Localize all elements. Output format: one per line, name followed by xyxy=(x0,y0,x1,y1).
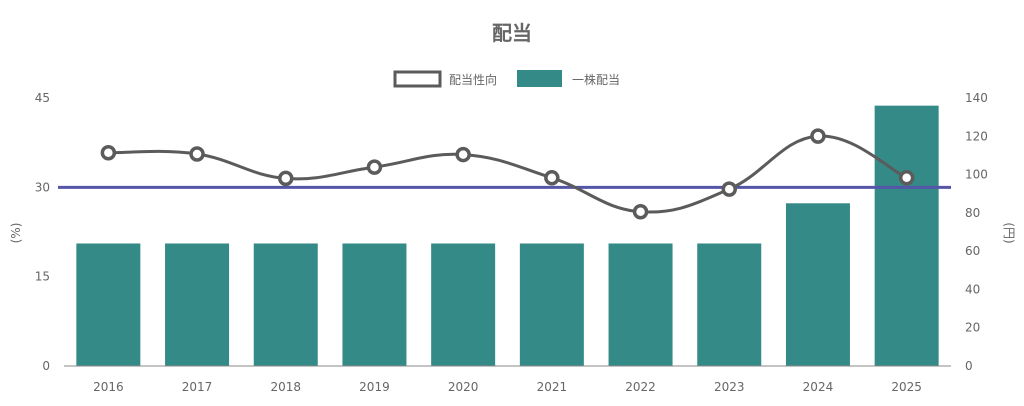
x-tick-label: 2017 xyxy=(182,380,213,394)
point-payout-ratio[interactable] xyxy=(189,146,205,162)
bars xyxy=(76,105,939,367)
y-left-tick-label: 0 xyxy=(42,359,50,373)
y-right-axis-title: (円) xyxy=(1002,222,1016,243)
x-tick-label: 2020 xyxy=(448,380,479,394)
bar-dividend-per-share[interactable] xyxy=(785,203,850,366)
bar-dividend-per-share[interactable] xyxy=(697,243,762,366)
x-tick-label: 2022 xyxy=(625,380,656,394)
x-ticks: 2016 2017 2018 2019 2020 2021 2022 2023 2024 2025 xyxy=(93,380,922,394)
x-tick-label: 2025 xyxy=(891,380,922,394)
point-payout-ratio[interactable] xyxy=(278,170,294,187)
y-left-ticks: 0 15 30 45 xyxy=(35,91,50,373)
y-right-tick-label: 20 xyxy=(965,321,980,335)
bar-dividend-per-share[interactable] xyxy=(874,105,939,367)
x-tick-label: 2021 xyxy=(537,380,568,394)
bar-dividend-per-share[interactable] xyxy=(519,243,584,366)
legend-label-dividend-per-share[interactable]: 一株配当 xyxy=(572,72,620,87)
point-payout-ratio[interactable] xyxy=(544,170,560,186)
x-tick-label: 2018 xyxy=(270,380,301,394)
legend: 配当性向 一株配当 xyxy=(393,70,620,88)
bar-dividend-per-share[interactable] xyxy=(608,243,673,366)
line-series xyxy=(100,128,915,220)
legend-swatch-dividend-per-share[interactable] xyxy=(517,70,562,87)
y-right-tick-label: 120 xyxy=(965,129,988,143)
x-tick-label: 2019 xyxy=(359,380,390,394)
bar-dividend-per-share[interactable] xyxy=(253,243,318,366)
point-payout-ratio[interactable] xyxy=(898,170,915,186)
point-payout-ratio[interactable] xyxy=(632,204,649,220)
y-right-tick-label: 140 xyxy=(965,91,988,105)
point-payout-ratio[interactable] xyxy=(810,128,826,144)
x-tick-label: 2023 xyxy=(714,380,745,394)
bar-dividend-per-share[interactable] xyxy=(165,243,230,366)
y-right-tick-label: 0 xyxy=(965,359,973,373)
bar-dividend-per-share[interactable] xyxy=(431,243,496,366)
chart-title: 配当 xyxy=(492,21,532,45)
legend-label-payout-ratio[interactable]: 配当性向 xyxy=(449,72,497,87)
y-left-axis-title: (%) xyxy=(9,223,23,244)
x-tick-label: 2024 xyxy=(803,380,834,394)
y-left-tick-label: 45 xyxy=(35,91,50,105)
point-payout-ratio[interactable] xyxy=(721,181,737,197)
y-right-tick-label: 40 xyxy=(965,282,980,296)
line-payout-ratio xyxy=(108,134,908,214)
y-right-tick-label: 80 xyxy=(965,206,980,220)
y-right-ticks: 0 20 40 60 80 100 120 140 xyxy=(965,91,988,373)
legend-swatch-payout-ratio[interactable] xyxy=(393,70,442,88)
bar-dividend-per-share[interactable] xyxy=(342,243,407,366)
x-tick-label: 2016 xyxy=(93,380,124,394)
y-left-tick-label: 30 xyxy=(35,180,50,194)
y-right-tick-label: 60 xyxy=(965,244,980,258)
point-payout-ratio[interactable] xyxy=(100,145,117,161)
bar-dividend-per-share[interactable] xyxy=(76,243,141,366)
point-payout-ratio[interactable] xyxy=(366,159,383,175)
y-right-tick-label: 100 xyxy=(965,168,988,182)
y-left-tick-label: 15 xyxy=(35,270,50,284)
point-payout-ratio[interactable] xyxy=(455,146,471,163)
